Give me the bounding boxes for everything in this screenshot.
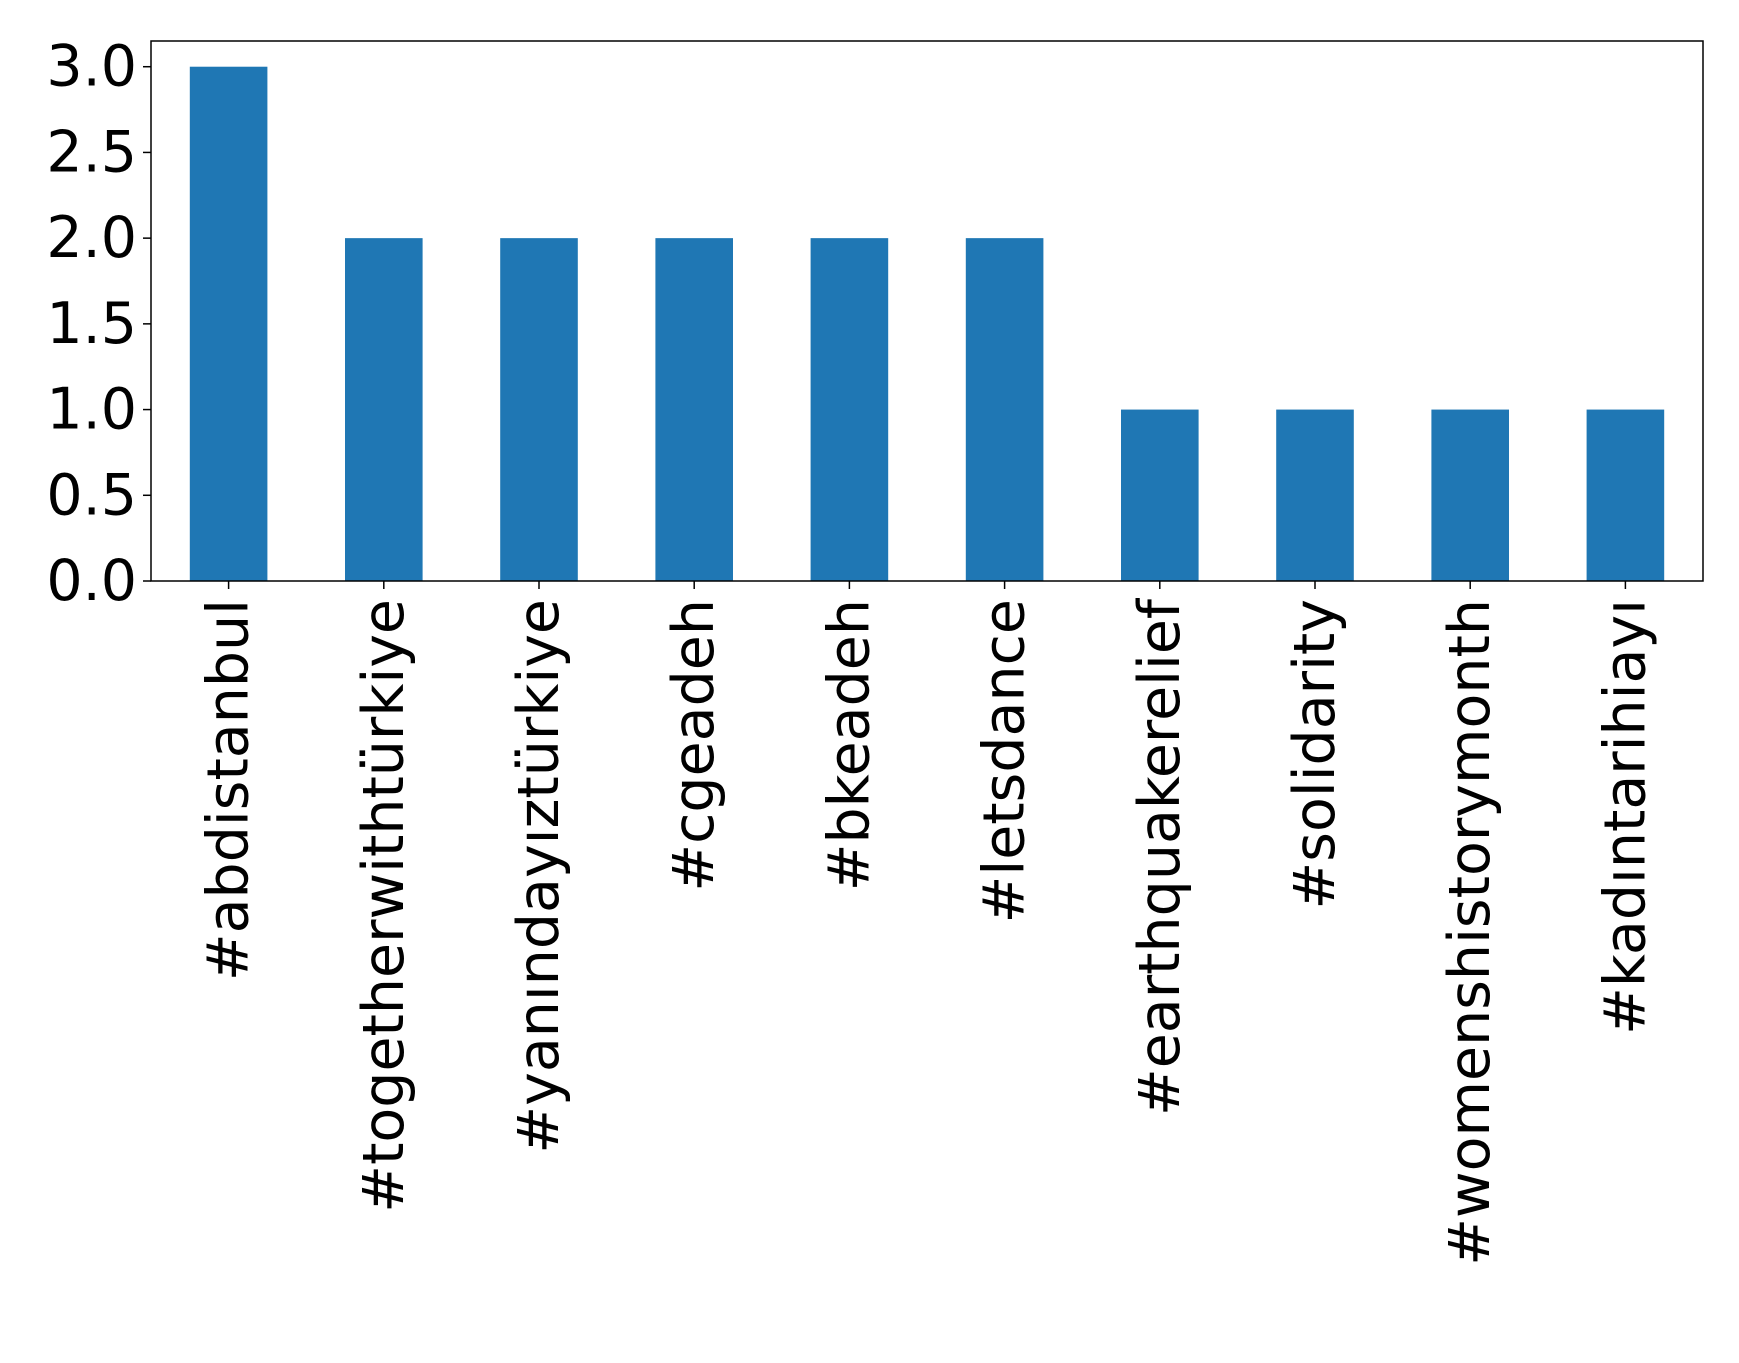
bar-earthquakerelief xyxy=(1121,409,1199,581)
x-tick-label: #earthquakerelief xyxy=(1127,597,1193,1116)
bar-letsdance xyxy=(965,238,1044,581)
x-tick-label: #womenshistorymonth xyxy=(1437,599,1503,1266)
bar-solidarity xyxy=(1276,409,1354,581)
y-tick-label: 2.5 xyxy=(46,119,137,185)
y-tick-label: 1.0 xyxy=(46,377,137,443)
x-tick-label: #abdistanbul xyxy=(196,599,262,981)
bar-abdistanbul xyxy=(189,66,268,581)
x-tick-label: #togetherwithtürkiye xyxy=(351,599,417,1213)
bar-kadıntarihiayı xyxy=(1586,409,1665,581)
bar-womenshistorymonth xyxy=(1431,409,1509,581)
x-tick-label: #letsdance xyxy=(972,599,1038,923)
bars-group xyxy=(189,66,1665,581)
y-tick-label: 3.0 xyxy=(46,34,137,100)
y-tick-label: 0.5 xyxy=(46,462,137,528)
x-axis: #abdistanbul #togetherwithtürkiye #yanında… xyxy=(196,581,1658,1266)
bar-cgeadeh xyxy=(655,238,733,581)
bar-yanındayıztürkiye xyxy=(500,238,578,581)
bar-togetherwithtürkiye xyxy=(345,238,423,581)
x-tick-label: #solidarity xyxy=(1282,599,1348,909)
x-tick-label: #kadıntarihiayı xyxy=(1592,599,1658,1035)
y-tick-label: 0.0 xyxy=(46,548,137,614)
y-tick-label: 2.0 xyxy=(46,205,137,271)
x-tick-label: #bkeadeh xyxy=(816,599,882,891)
y-tick-label: 1.5 xyxy=(46,291,137,357)
bar-bkeadeh xyxy=(810,238,889,581)
plot-area-frame xyxy=(150,40,1704,582)
y-axis: 0.0 0.5 1.0 1.5 2.0 2.5 3.0 xyxy=(46,34,151,614)
x-tick-label: #yanındayıztürkiye xyxy=(506,599,572,1154)
x-tick-label: #cgeadeh xyxy=(661,599,727,892)
